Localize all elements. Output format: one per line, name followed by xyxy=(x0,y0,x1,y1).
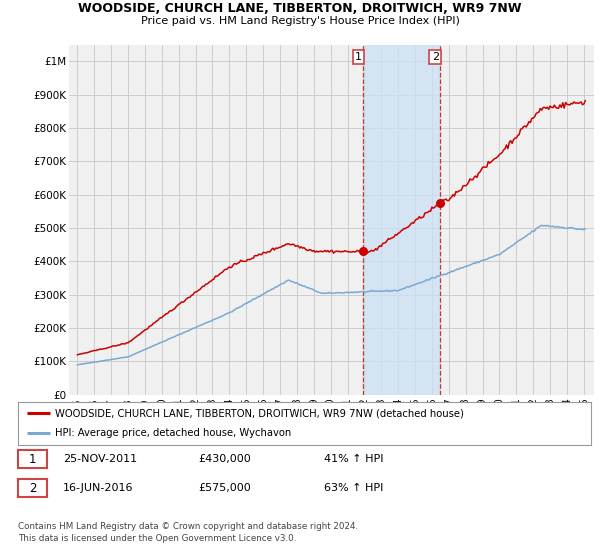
Text: WOODSIDE, CHURCH LANE, TIBBERTON, DROITWICH, WR9 7NW: WOODSIDE, CHURCH LANE, TIBBERTON, DROITW… xyxy=(78,2,522,15)
Text: 1: 1 xyxy=(355,52,362,62)
Text: WOODSIDE, CHURCH LANE, TIBBERTON, DROITWICH, WR9 7NW (detached house): WOODSIDE, CHURCH LANE, TIBBERTON, DROITW… xyxy=(55,408,464,418)
Text: 16-JUN-2016: 16-JUN-2016 xyxy=(63,483,133,493)
Text: 2: 2 xyxy=(432,52,439,62)
Text: 2: 2 xyxy=(29,482,36,495)
Text: 1: 1 xyxy=(29,452,36,466)
Text: Contains HM Land Registry data © Crown copyright and database right 2024.
This d: Contains HM Land Registry data © Crown c… xyxy=(18,522,358,543)
Text: 25-NOV-2011: 25-NOV-2011 xyxy=(63,454,137,464)
Bar xyxy=(363,45,440,395)
Text: Price paid vs. HM Land Registry's House Price Index (HPI): Price paid vs. HM Land Registry's House … xyxy=(140,16,460,26)
Text: 63% ↑ HPI: 63% ↑ HPI xyxy=(324,483,383,493)
Text: £575,000: £575,000 xyxy=(198,483,251,493)
Text: 41% ↑ HPI: 41% ↑ HPI xyxy=(324,454,383,464)
Text: HPI: Average price, detached house, Wychavon: HPI: Average price, detached house, Wych… xyxy=(55,428,292,438)
Text: £430,000: £430,000 xyxy=(198,454,251,464)
